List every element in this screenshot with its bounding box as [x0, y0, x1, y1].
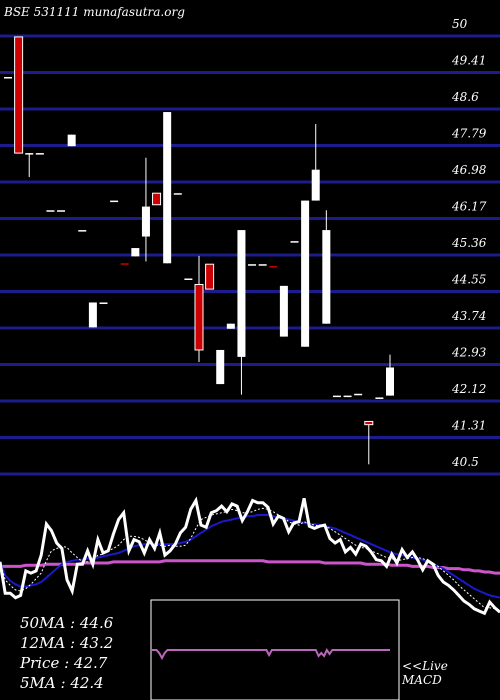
ma-stat: 12MA : 43.2	[20, 634, 113, 652]
macd-line-layer	[151, 647, 390, 661]
candle-body	[46, 210, 55, 212]
candle-body	[67, 134, 76, 147]
tick-label: 41.31	[451, 419, 486, 433]
candle-body	[205, 263, 215, 290]
candle-body	[88, 302, 97, 328]
price-axis-labels: 50 49.41 48.6 47.79 46.98 46.17 45.36 44.55 43.7…	[451, 17, 487, 469]
tick-label: 44.55	[451, 273, 486, 287]
candle-body	[301, 200, 310, 347]
tick-label: 45.36	[451, 236, 487, 250]
candle-body	[99, 302, 108, 304]
macd-label-line: MACD	[401, 673, 442, 687]
ma-stat: Price : 42.7	[19, 654, 108, 672]
ma-stats: 50MA : 44.6 12MA : 43.2 Price : 42.7 5MA : …	[19, 614, 114, 692]
tick-label: 46.98	[451, 163, 487, 177]
tick-label: 43.74	[451, 309, 486, 323]
candle-body	[248, 264, 257, 266]
tick-label: 40.5	[451, 455, 479, 469]
candle-body	[269, 266, 278, 268]
candle-body	[375, 397, 384, 399]
candle-body	[163, 112, 172, 264]
candle-body	[216, 349, 225, 385]
candle-body	[290, 241, 299, 243]
ma-stat: 5MA : 42.4	[20, 674, 104, 692]
candle-body	[354, 393, 363, 396]
ma5-line	[0, 507, 500, 611]
candle-body	[194, 283, 204, 351]
candle-body	[364, 420, 374, 426]
macd-label-line: <<Live	[402, 659, 448, 673]
tick-label: 48.6	[451, 90, 479, 104]
candle-body	[322, 230, 331, 324]
price-line	[0, 496, 500, 616]
candle-body	[4, 77, 12, 79]
candle-body	[120, 263, 129, 265]
chart-title: BSE 531111 munafasutra.org	[3, 5, 185, 19]
tick-label: 42.93	[451, 346, 487, 360]
candle-body	[311, 169, 320, 201]
candles-layer	[4, 36, 394, 465]
ma12-line	[0, 514, 500, 599]
macd-line	[151, 647, 390, 661]
ma-stat: 50MA : 44.6	[20, 614, 114, 632]
candle-body	[237, 230, 246, 357]
candle-body	[35, 153, 44, 155]
moving-average-panel	[0, 496, 500, 616]
candle-body	[57, 210, 66, 212]
candle-body	[258, 264, 267, 266]
candle-body	[386, 367, 394, 396]
tick-label: 47.79	[451, 127, 487, 141]
candle-body	[343, 395, 352, 398]
candle-body	[184, 278, 193, 281]
candle-body	[332, 395, 341, 398]
candle-body	[78, 230, 87, 232]
price-grid	[0, 34, 500, 476]
tick-label: 42.12	[451, 382, 486, 396]
candle-body	[152, 192, 162, 206]
candle-body	[14, 36, 24, 154]
tick-label: 50	[452, 17, 468, 31]
candle-body	[131, 248, 140, 257]
candle-body	[25, 153, 34, 155]
tick-label: 49.41	[451, 54, 486, 68]
candle-body	[279, 285, 288, 337]
candle-body	[226, 323, 235, 329]
tick-label: 46.17	[451, 200, 487, 214]
candle-body	[110, 200, 119, 203]
candle-body	[141, 206, 150, 237]
candle-body	[173, 193, 182, 195]
